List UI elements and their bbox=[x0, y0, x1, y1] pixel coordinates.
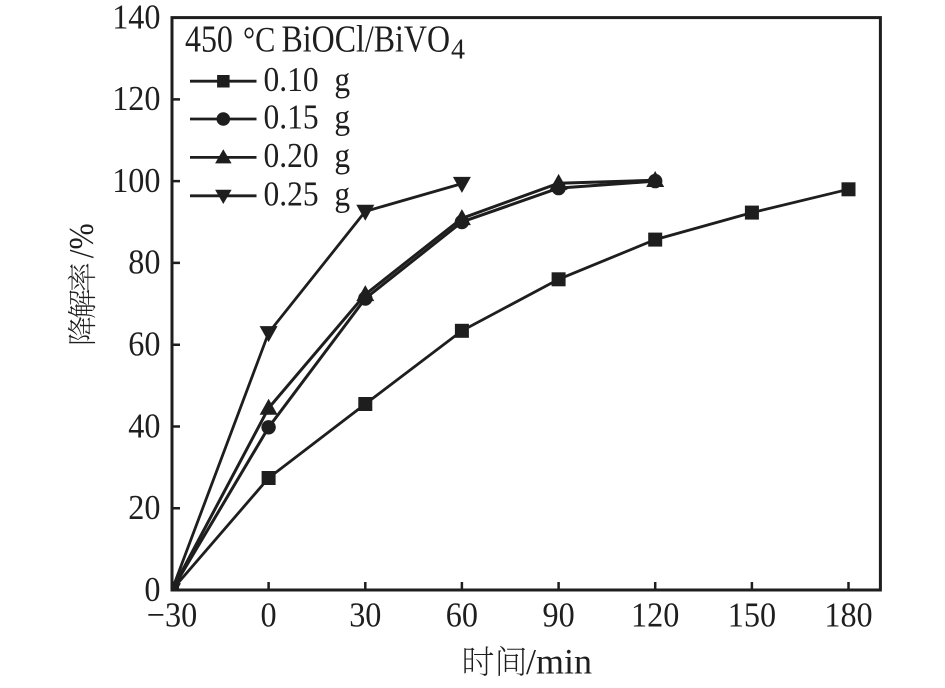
svg-text:0: 0 bbox=[261, 595, 277, 634]
svg-text:/%: /% bbox=[62, 223, 101, 258]
svg-text:90: 90 bbox=[543, 595, 575, 634]
svg-text:0: 0 bbox=[144, 570, 160, 609]
svg-text:20: 20 bbox=[128, 488, 160, 527]
svg-text:30: 30 bbox=[349, 595, 381, 634]
svg-text:60: 60 bbox=[128, 325, 160, 364]
svg-text:140: 140 bbox=[112, 0, 160, 36]
svg-text:0.20 g: 0.20 g bbox=[264, 136, 351, 175]
svg-text:180: 180 bbox=[824, 595, 872, 634]
svg-text:60: 60 bbox=[446, 595, 478, 634]
svg-text:−30: −30 bbox=[147, 595, 197, 634]
svg-text:0.10 g: 0.10 g bbox=[264, 60, 351, 99]
svg-text:°C: °C bbox=[243, 20, 275, 60]
svg-text:450: 450 bbox=[185, 19, 233, 61]
svg-text:BiOCl/BiVO: BiOCl/BiVO bbox=[282, 19, 451, 61]
svg-text:120: 120 bbox=[112, 79, 160, 118]
svg-text:150: 150 bbox=[728, 595, 776, 634]
svg-text:0.25 g: 0.25 g bbox=[264, 174, 351, 213]
svg-text:/min: /min bbox=[526, 642, 592, 682]
svg-text:120: 120 bbox=[631, 595, 679, 634]
svg-text:80: 80 bbox=[128, 243, 160, 282]
svg-text:0.15 g: 0.15 g bbox=[264, 98, 351, 137]
svg-text:4: 4 bbox=[451, 35, 465, 66]
svg-text:100: 100 bbox=[112, 161, 160, 200]
svg-text:40: 40 bbox=[128, 406, 160, 445]
